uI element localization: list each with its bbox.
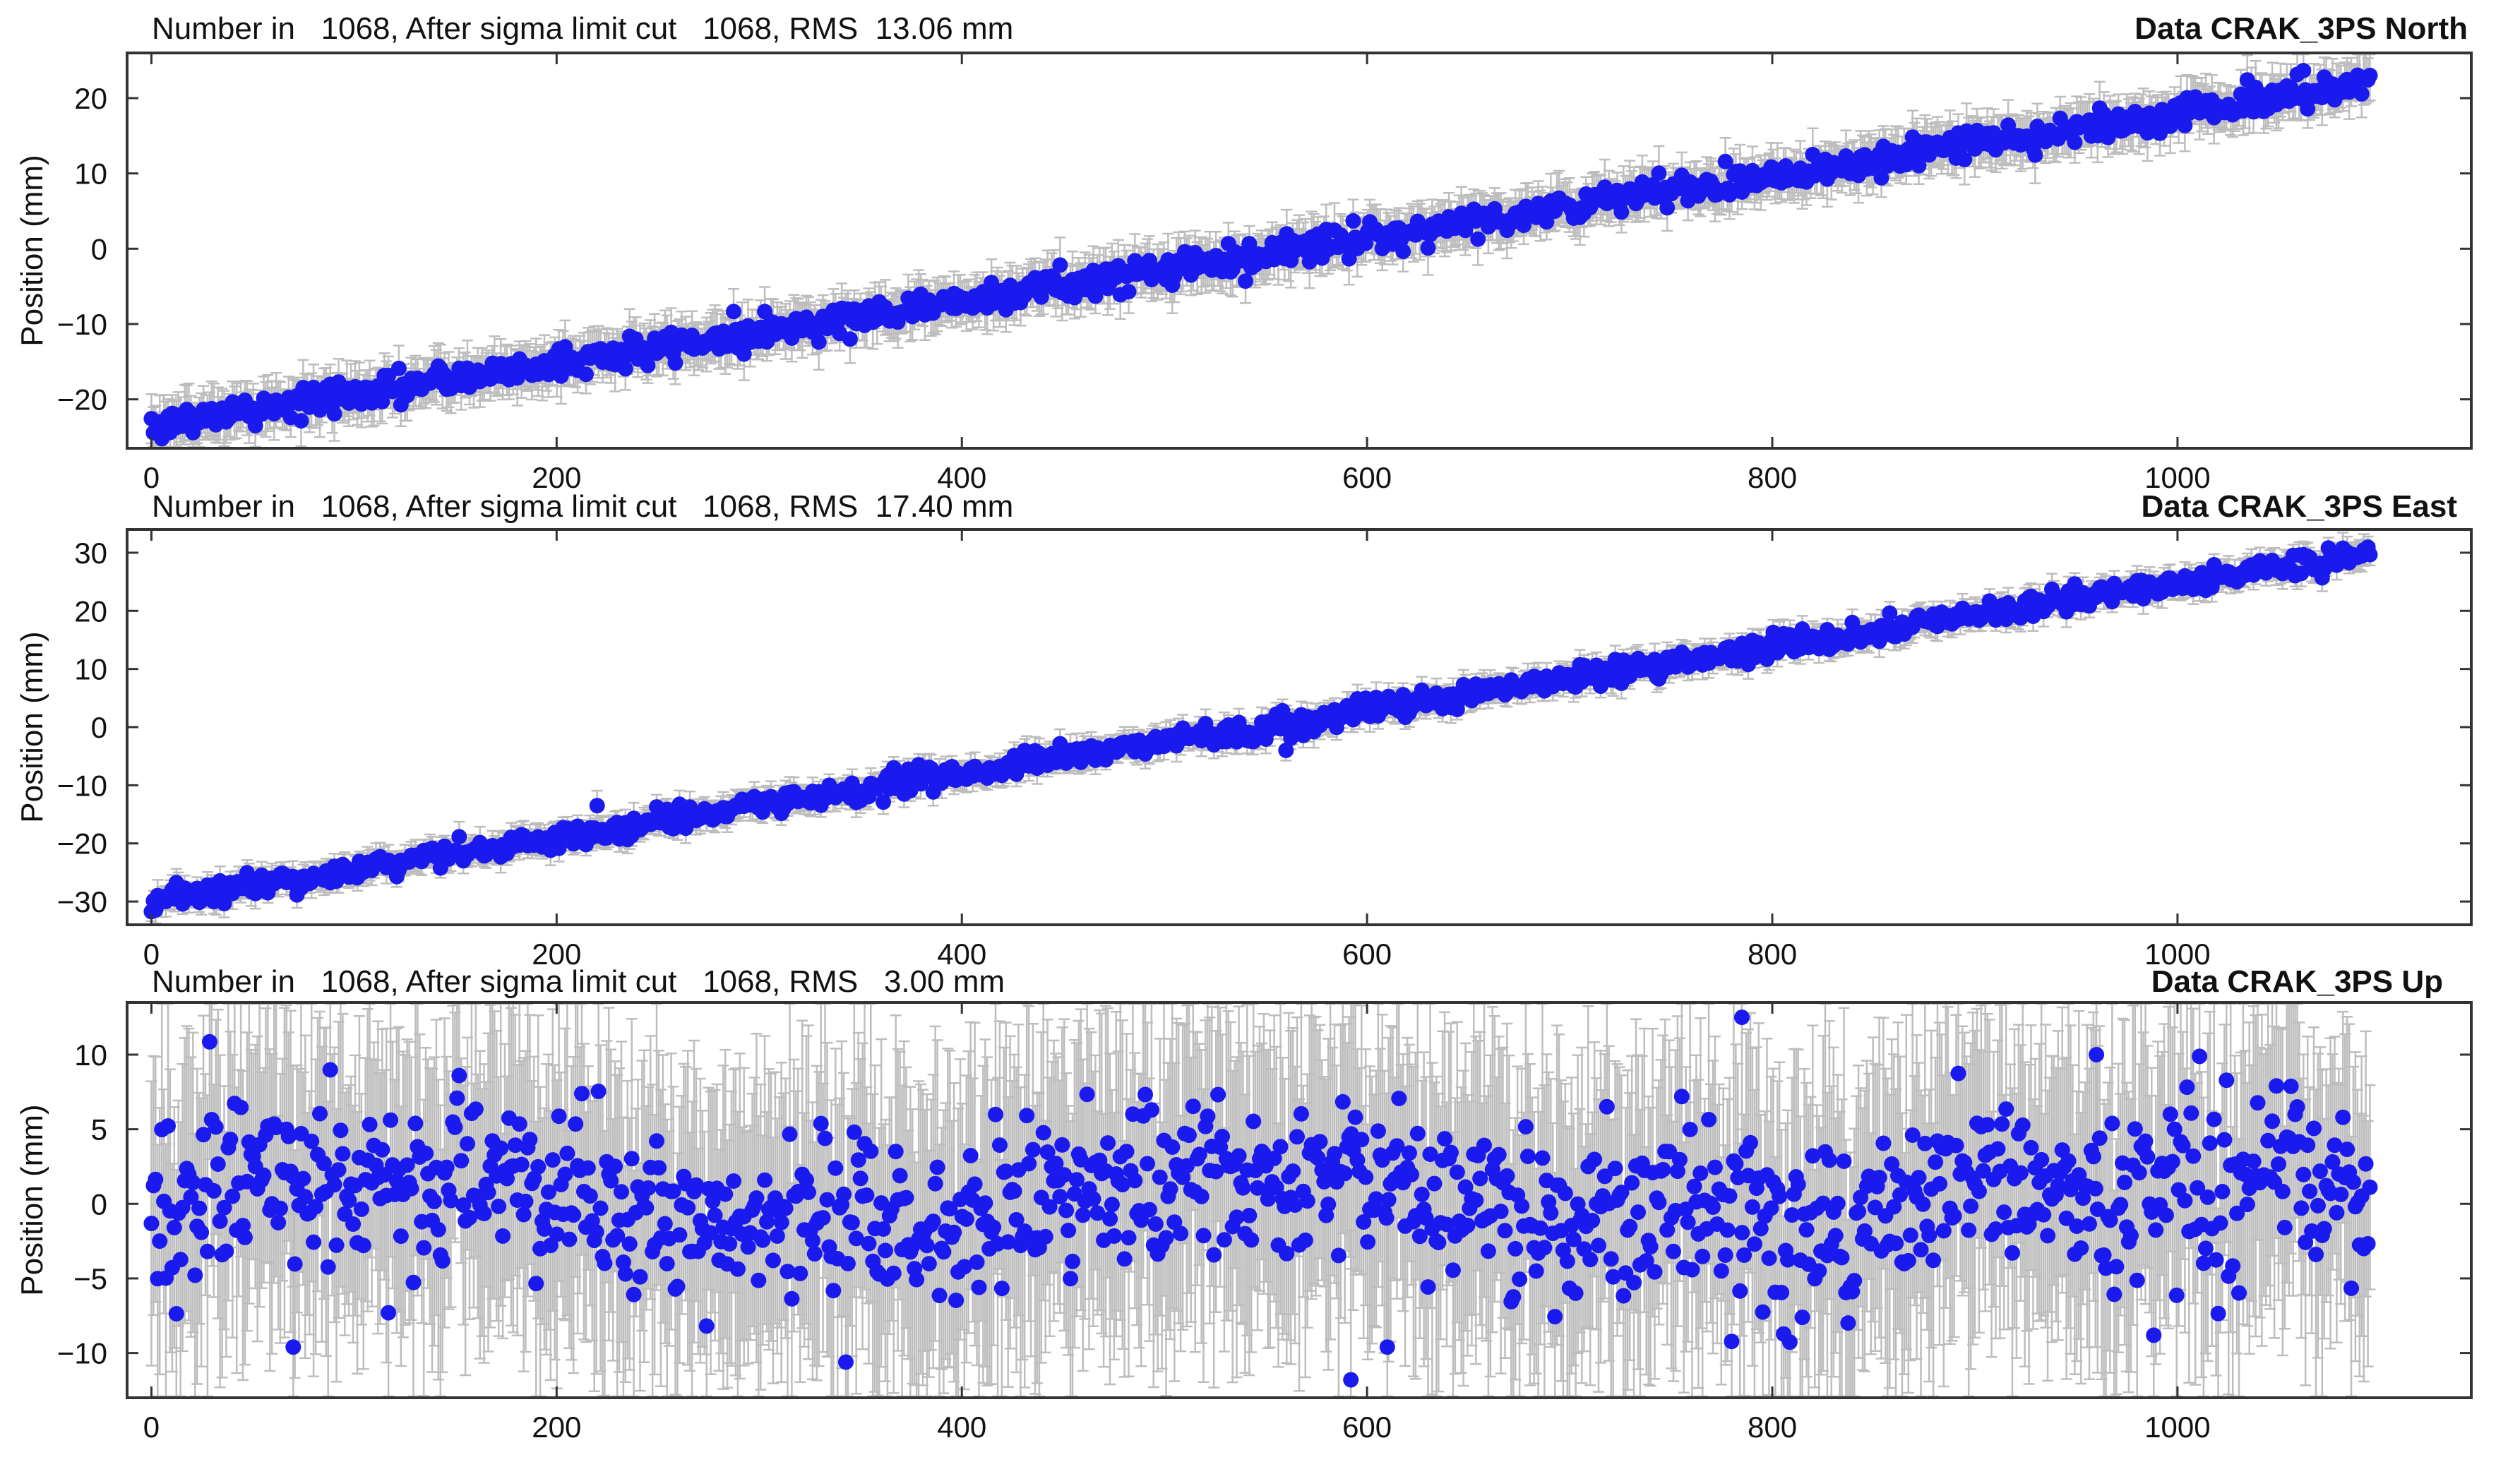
- east-panel-title: Data CRAK_3PS East: [2142, 489, 2458, 524]
- north-data-point: [326, 406, 342, 422]
- north-data-point: [811, 334, 827, 350]
- north-y-tick-label: 20: [74, 82, 107, 115]
- north-data-point: [1238, 273, 1253, 289]
- north-data-point: [2027, 147, 2043, 163]
- north-data-point: [2362, 67, 2378, 83]
- east-data-point: [2362, 546, 2378, 563]
- east-y-tick-label: −10: [57, 769, 107, 802]
- east-x-tick-label: 600: [1342, 937, 1392, 971]
- east-data-point: [1882, 605, 1898, 621]
- north-data-point: [640, 357, 656, 373]
- north-data-point: [578, 366, 594, 383]
- north-y-tick-label: 10: [74, 157, 107, 191]
- north-data-point: [390, 360, 407, 376]
- north-data-point: [1651, 165, 1667, 181]
- east-y-tick-label: 30: [74, 537, 107, 570]
- north-data-point: [1420, 240, 1436, 256]
- north-y-axis-label: Position (mm): [15, 155, 49, 346]
- north-y-tick-label: −10: [57, 308, 107, 341]
- north-data-point: [1395, 244, 1411, 260]
- up-panel-title: Data CRAK_3PS Up: [2151, 964, 2443, 999]
- north-data-point: [293, 413, 309, 429]
- east-data-point: [451, 829, 467, 845]
- east-y-tick-label: −30: [57, 885, 107, 918]
- east-x-tick-label: 800: [1748, 937, 1797, 971]
- north-data-point: [1613, 204, 1630, 220]
- east-data-point: [1278, 742, 1294, 758]
- east-y-tick-label: −20: [57, 827, 107, 861]
- north-data-point: [726, 304, 741, 320]
- north-x-tick-label: 800: [1748, 461, 1797, 494]
- north-data-point: [1659, 200, 1676, 216]
- east-y-tick-label: 10: [74, 653, 107, 686]
- north-x-tick-label: 600: [1342, 461, 1392, 494]
- north-data-point: [2067, 134, 2083, 150]
- east-y-tick-label: 0: [91, 711, 107, 744]
- north-data-point: [842, 331, 858, 347]
- north-data-point: [1121, 284, 1137, 300]
- north-data-point: [1345, 212, 1361, 229]
- north-data-point: [1470, 231, 1486, 247]
- east-data-point: [589, 798, 605, 814]
- north-data-point: [617, 361, 633, 377]
- north-stats-text: Number in 1068, After sigma limit cut 10…: [152, 11, 1013, 46]
- north-panel: Number in 1068, After sigma limit cut 10…: [15, 11, 2473, 494]
- east-stats-text: Number in 1068, After sigma limit cut 10…: [152, 489, 1013, 524]
- north-y-tick-label: 0: [91, 232, 107, 265]
- north-panel-title: Data CRAK_3PS North: [2134, 11, 2468, 46]
- north-y-tick-label: −20: [57, 383, 107, 417]
- north-data-point: [2353, 86, 2370, 102]
- north-data-point: [667, 355, 683, 371]
- east-y-tick-label: 20: [74, 594, 107, 628]
- north-data-point: [1052, 257, 1068, 273]
- up-y-axis-label: Position (mm): [15, 1104, 49, 1295]
- north-data-point: [2295, 63, 2312, 78]
- east-y-axis-label: Position (mm): [15, 631, 49, 822]
- up-stats-text: Number in 1068, After sigma limit cut 10…: [152, 964, 1005, 999]
